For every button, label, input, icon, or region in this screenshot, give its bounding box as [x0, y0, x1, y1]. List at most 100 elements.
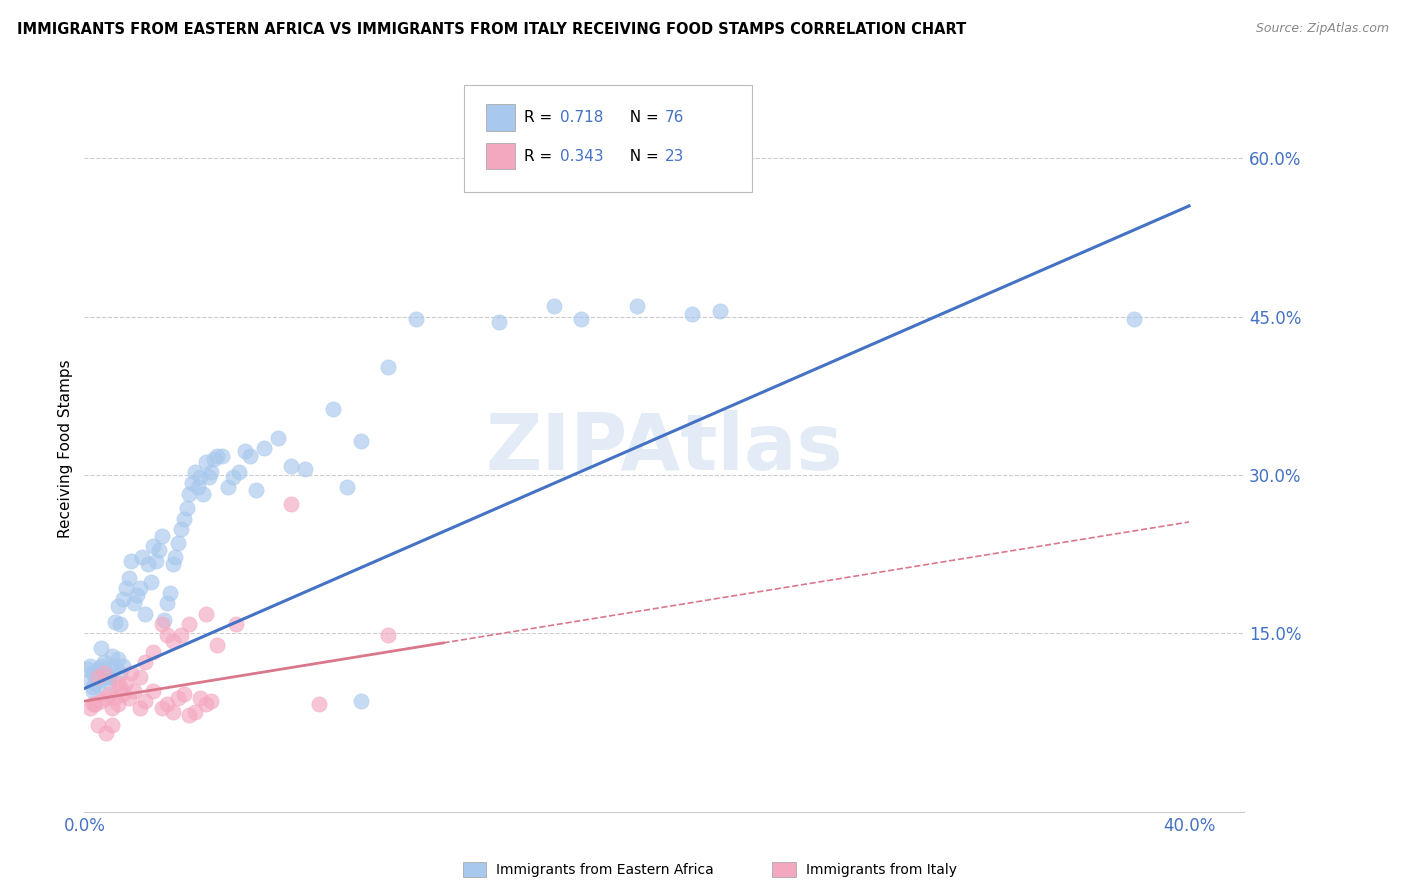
Point [84, 670, 107, 684]
Point [125, 588, 148, 602]
Y-axis label: Receiving Food Stamps: Receiving Food Stamps [58, 359, 73, 538]
Point [112, 659, 135, 673]
Point [294, 462, 316, 476]
Point [128, 582, 150, 596]
Text: ZIPAtlas: ZIPAtlas [485, 410, 844, 486]
Point [267, 431, 290, 445]
Point [156, 698, 179, 712]
Point [136, 557, 159, 571]
Point [90, 659, 112, 673]
Point [98, 676, 121, 690]
Point [349, 694, 371, 708]
Point [184, 705, 207, 719]
Point [79, 701, 101, 715]
Point [142, 539, 165, 553]
Point [110, 681, 132, 695]
Point [225, 617, 247, 632]
Point [233, 444, 256, 458]
Point [104, 615, 127, 629]
Point [76, 663, 98, 677]
Point [322, 402, 344, 417]
Point [239, 449, 262, 463]
Point [82, 683, 104, 698]
Point [150, 701, 173, 715]
Point [179, 707, 201, 722]
Point [96, 725, 118, 739]
Text: R =: R = [524, 111, 558, 125]
Point [170, 628, 193, 642]
Point [134, 694, 156, 708]
Point [93, 663, 115, 677]
Point [139, 575, 162, 590]
Text: 23: 23 [665, 149, 685, 163]
Point [626, 299, 648, 313]
Point [142, 644, 165, 658]
Text: Immigrants from Eastern Africa: Immigrants from Eastern Africa [496, 863, 714, 877]
Point [336, 480, 359, 494]
Point [107, 652, 129, 666]
Point [150, 529, 173, 543]
Point [153, 613, 176, 627]
Point [101, 701, 124, 715]
Point [114, 582, 136, 596]
Point [543, 299, 565, 313]
Point [188, 469, 212, 483]
Point [181, 475, 204, 490]
Point [104, 690, 127, 705]
Point [308, 698, 330, 712]
Point [112, 591, 135, 606]
Point [377, 360, 399, 375]
Point [110, 665, 132, 680]
Text: R =: R = [524, 149, 558, 163]
Point [280, 497, 302, 511]
Point [93, 655, 115, 669]
Point [159, 585, 181, 599]
Point [162, 557, 184, 571]
Point [202, 451, 225, 466]
Point [84, 676, 107, 690]
Point [228, 466, 250, 480]
Point [120, 665, 142, 680]
Point [87, 678, 110, 692]
Text: Immigrants from Italy: Immigrants from Italy [806, 863, 956, 877]
Point [122, 596, 145, 610]
Point [709, 304, 731, 318]
Point [280, 459, 302, 474]
Point [184, 466, 207, 480]
Point [179, 486, 201, 500]
Point [205, 638, 228, 652]
Point [681, 307, 703, 321]
Point [96, 670, 118, 684]
Point [173, 512, 195, 526]
Point [222, 469, 245, 483]
Point [194, 455, 217, 469]
Point [107, 698, 129, 712]
Point [107, 599, 129, 614]
Point [112, 687, 135, 701]
Text: N =: N = [620, 149, 664, 163]
Point [117, 571, 139, 585]
Point [79, 659, 101, 673]
Point [1122, 311, 1144, 326]
Point [205, 449, 228, 463]
Point [150, 617, 173, 632]
Text: 0.343: 0.343 [560, 149, 603, 163]
Point [349, 434, 371, 448]
Point [156, 596, 179, 610]
Point [145, 554, 167, 568]
Point [211, 449, 233, 463]
Point [101, 663, 124, 677]
Point [79, 673, 101, 687]
Point [148, 543, 170, 558]
Point [90, 694, 112, 708]
Point [217, 480, 239, 494]
Text: 0.718: 0.718 [560, 111, 603, 125]
Point [93, 665, 115, 680]
Point [167, 690, 190, 705]
Point [179, 617, 201, 632]
Point [191, 486, 214, 500]
Point [87, 670, 110, 684]
Point [194, 698, 217, 712]
Point [120, 554, 142, 568]
Point [101, 648, 124, 663]
